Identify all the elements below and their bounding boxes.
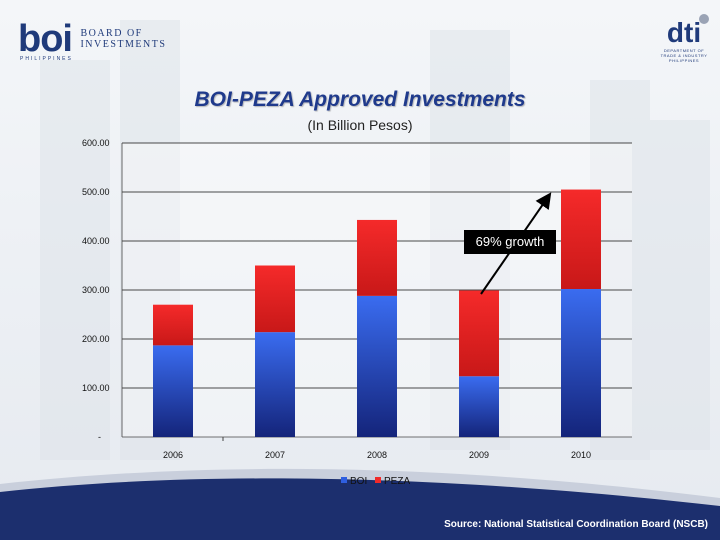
- x-tick-label: 2008: [367, 450, 387, 460]
- dti-logo-line: DEPARTMENT OF: [663, 48, 705, 53]
- bar-boi-2010: [561, 289, 601, 437]
- legend-label-boi: BOI: [350, 476, 367, 487]
- boi-logo: boi BOARD OF INVESTMENTS PHILIPPINES: [18, 18, 166, 62]
- y-tick-label: 600.00: [82, 138, 110, 148]
- dti-logo-mark: dti: [666, 17, 702, 48]
- y-tick-label: 300.00: [82, 285, 110, 295]
- source-note: Source: National Statistical Coordinatio…: [444, 519, 708, 530]
- growth-callout-text: 69% growth: [476, 234, 545, 249]
- y-tick-label: 100.00: [82, 383, 110, 393]
- boi-logo-line1: BOARD OF: [80, 28, 143, 39]
- boi-logo-sub: PHILIPPINES: [20, 56, 73, 62]
- chart-subtitle: (In Billion Pesos): [307, 117, 413, 133]
- legend-swatch-peza: [375, 477, 381, 483]
- growth-callout-box: [464, 230, 556, 254]
- bar-peza-2009: [459, 290, 499, 377]
- y-tick-label: 500.00: [82, 187, 110, 197]
- boi-logo-line2: INVESTMENTS: [80, 39, 167, 50]
- legend-swatch-boi: [341, 477, 347, 483]
- boi-logo-mark: boi: [18, 18, 73, 60]
- dti-logo-line: PHILIPPINES: [668, 58, 700, 63]
- legend-label-peza: PEZA: [384, 476, 410, 487]
- y-tick-label: 400.00: [82, 236, 110, 246]
- bar-boi-2007: [255, 332, 295, 437]
- dti-seal-icon: [699, 14, 709, 24]
- x-tick-label: 2007: [265, 450, 285, 460]
- dti-logo-line: TRADE & INDUSTRY: [660, 53, 708, 58]
- x-tick-label: 2010: [571, 450, 591, 460]
- chart-title: BOI-PEZA Approved Investments: [194, 88, 526, 111]
- x-tick-label: 2009: [469, 450, 489, 460]
- y-tick-label: 200.00: [82, 334, 110, 344]
- boi-logo-words: BOARD OF INVESTMENTS: [80, 28, 166, 50]
- x-tick-label: 2006: [163, 450, 183, 460]
- bar-peza-2010: [561, 189, 601, 290]
- bar-boi-2008: [357, 295, 397, 437]
- y-tick-label: -: [98, 432, 101, 442]
- bar-boi-2009: [459, 376, 499, 437]
- bar-peza-2007: [255, 265, 295, 333]
- bar-peza-2006: [153, 304, 193, 346]
- dti-logo: dti DEPARTMENT OF TRADE & INDUSTRY PHILI…: [656, 14, 712, 63]
- bar-boi-2006: [153, 345, 193, 437]
- bar-peza-2008: [357, 219, 397, 296]
